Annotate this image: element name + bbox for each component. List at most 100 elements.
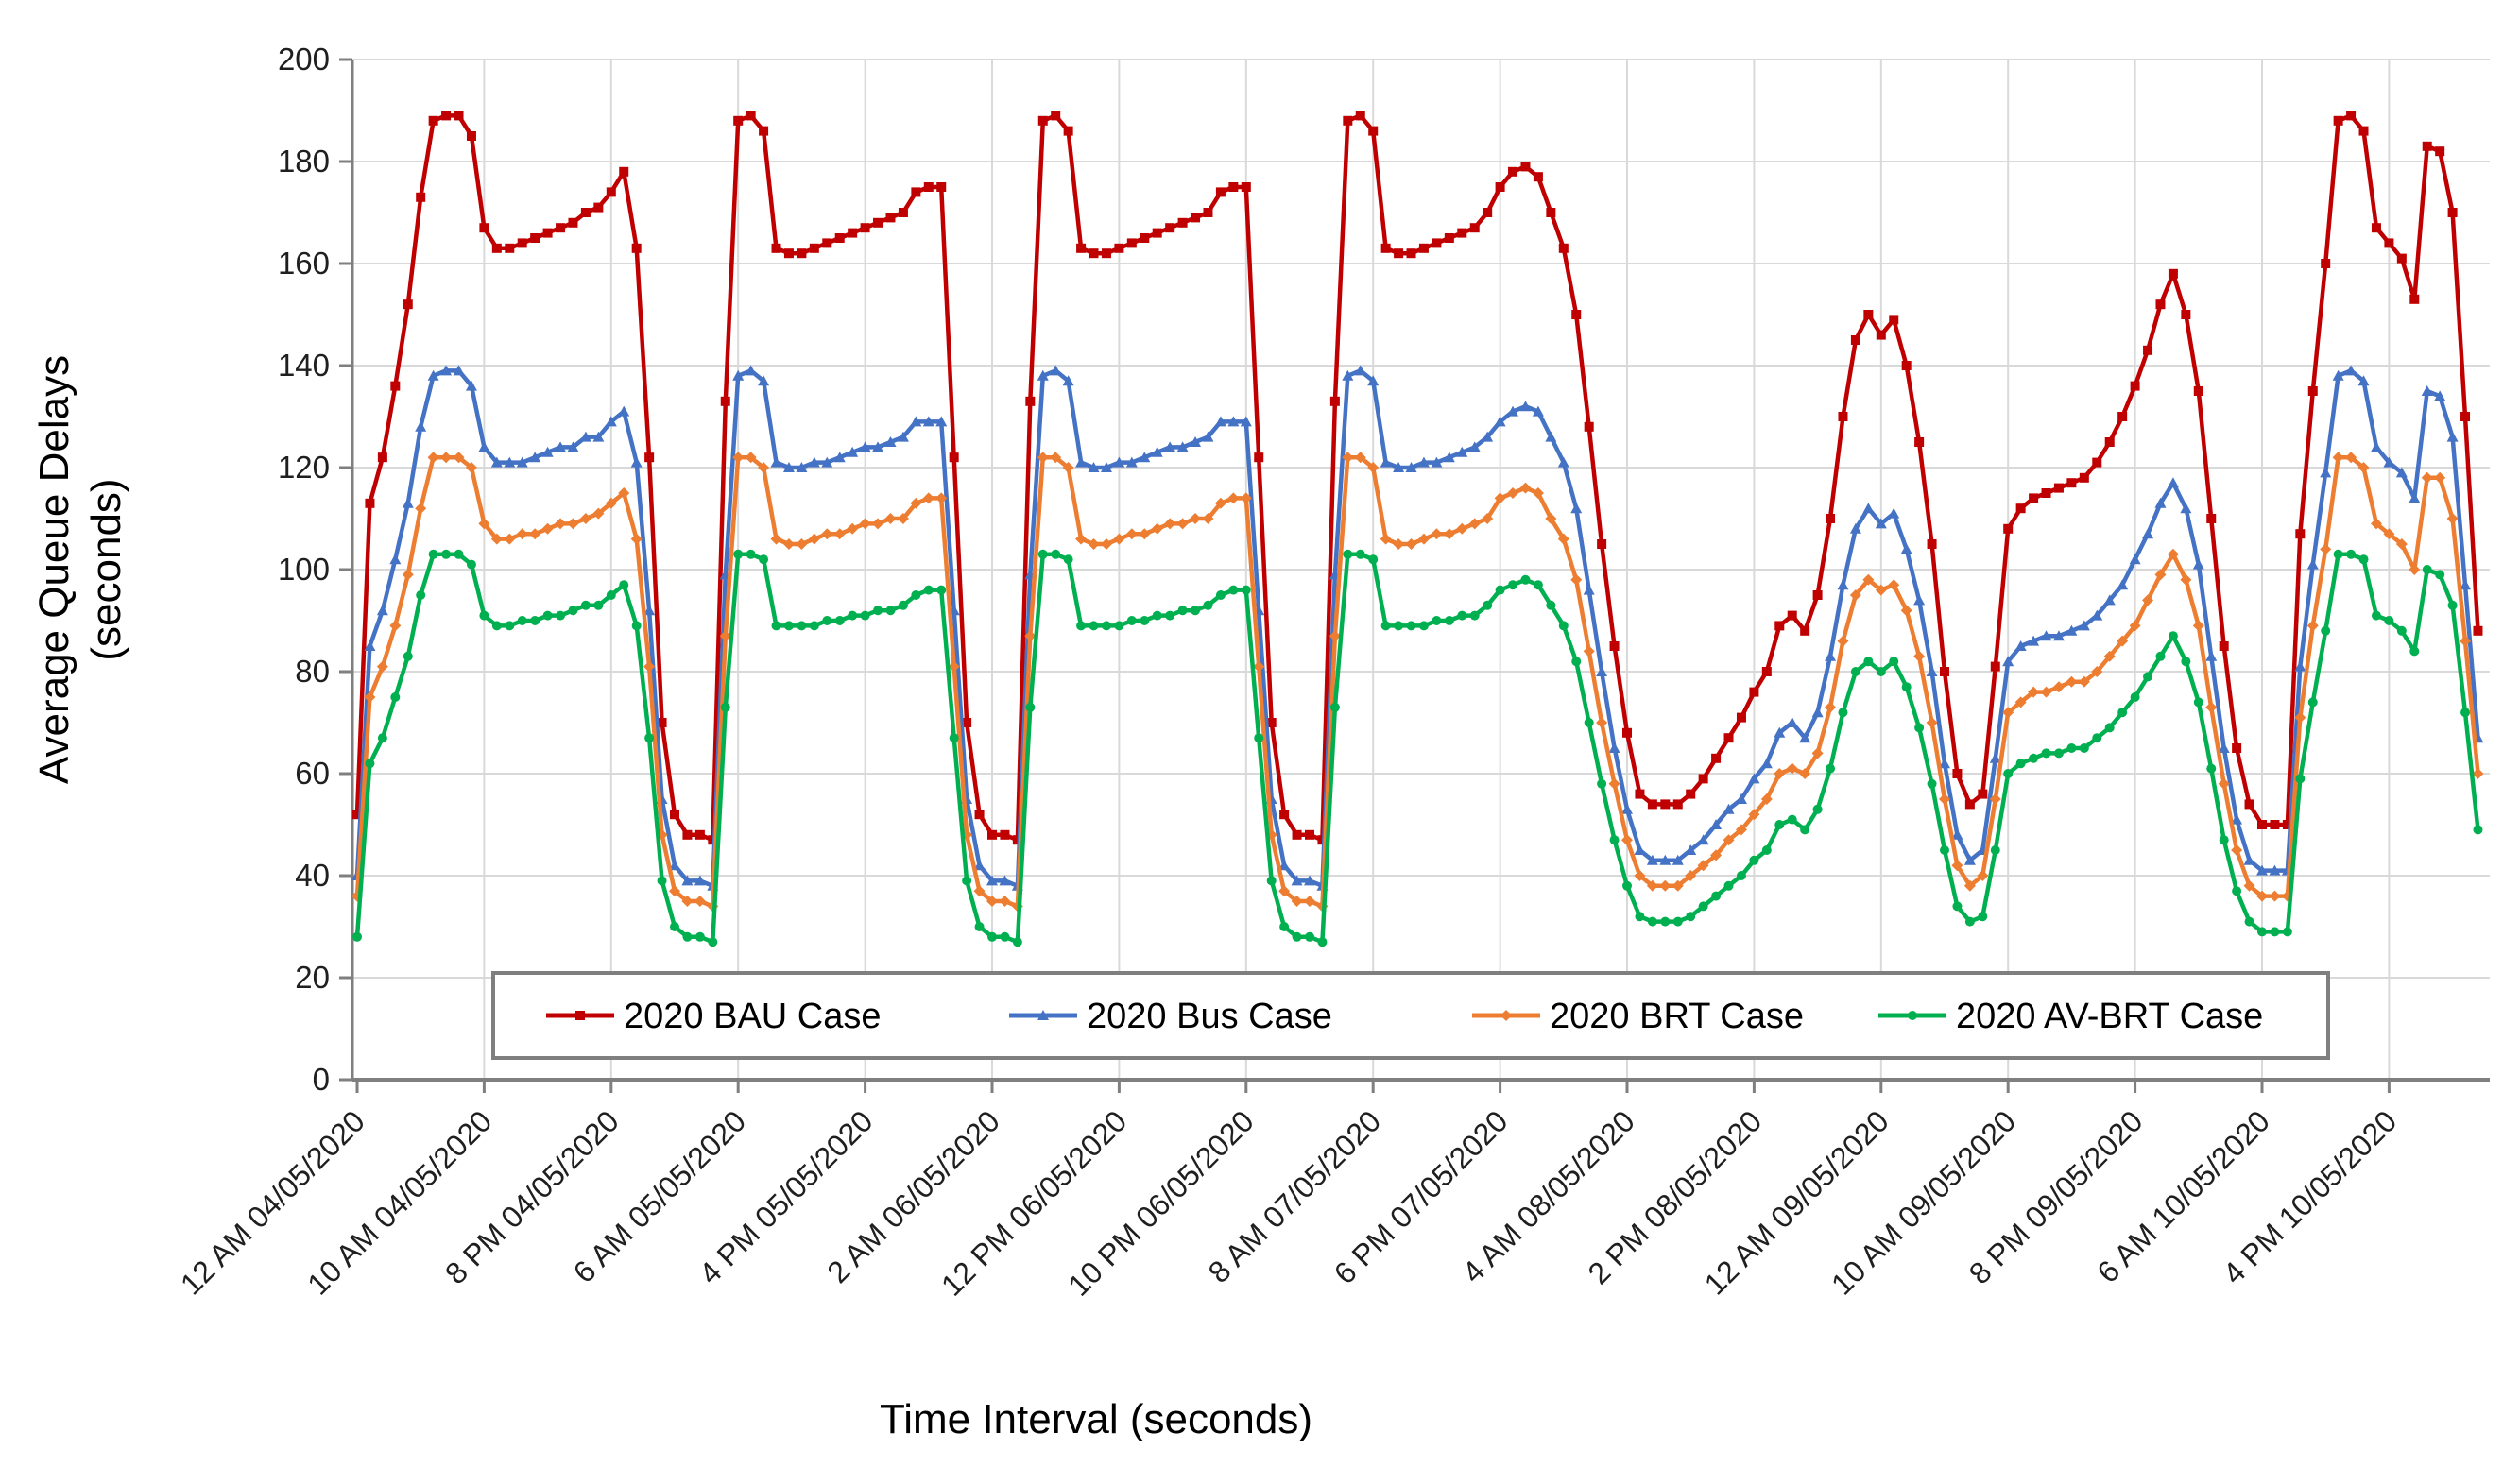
marker-square [530, 233, 540, 243]
marker-square [593, 202, 604, 213]
marker-triangle [935, 416, 948, 427]
marker-diamond [884, 513, 897, 524]
marker-square [797, 248, 807, 259]
marker-circle [1723, 880, 1734, 891]
marker-diamond [555, 518, 567, 530]
marker-square [365, 498, 375, 508]
marker-circle [1978, 912, 1988, 922]
marker-circle [2396, 625, 2407, 636]
marker-square [1089, 248, 1099, 259]
marker-diamond [618, 487, 630, 499]
marker-circle [1876, 667, 1886, 676]
marker-square [352, 810, 362, 820]
marker-circle [1546, 600, 1556, 610]
marker-circle [670, 922, 679, 931]
marker-circle [2029, 753, 2039, 763]
marker-diamond [478, 518, 490, 530]
marker-diamond [1799, 768, 1811, 779]
marker-diamond [630, 533, 643, 545]
marker-square [1990, 661, 2000, 672]
marker-square [1584, 421, 1594, 432]
marker-diamond [1646, 879, 1658, 892]
marker-circle [580, 600, 591, 610]
marker-circle [1711, 891, 1722, 901]
marker-square [783, 248, 794, 259]
marker-triangle [2243, 854, 2255, 865]
marker-diamond [1634, 870, 1646, 881]
marker-circle [1660, 916, 1671, 927]
marker-triangle [1431, 456, 1443, 468]
marker-diamond [1151, 522, 1163, 535]
marker-circle [2219, 835, 2229, 845]
marker-circle [2143, 672, 2153, 682]
marker-diamond [2040, 686, 2052, 698]
marker-square [771, 243, 781, 253]
marker-circle [1126, 616, 1137, 625]
marker-square [568, 217, 578, 228]
marker-circle [2130, 692, 2140, 702]
marker-diamond [1468, 518, 1481, 530]
marker-square [936, 182, 947, 192]
marker-circle [2066, 743, 2077, 753]
marker-square [2219, 641, 2229, 651]
marker-circle [1305, 931, 1314, 942]
marker-circle [2257, 927, 2267, 937]
marker-diamond [1723, 834, 1735, 846]
marker-diamond [1253, 660, 1265, 673]
marker-circle [1558, 621, 1569, 631]
marker-square [657, 718, 667, 727]
marker-square [2015, 503, 2026, 514]
marker-diamond [719, 630, 731, 642]
marker-circle [1927, 778, 1937, 789]
marker-square [1914, 437, 1925, 447]
marker-diamond [592, 507, 605, 520]
marker-square [911, 187, 921, 197]
marker-triangle [389, 554, 402, 565]
marker-square [1800, 625, 1810, 636]
marker-circle [1889, 657, 1899, 667]
marker-square [575, 1011, 585, 1020]
marker-triangle [1037, 369, 1049, 381]
marker-diamond [1113, 533, 1125, 545]
marker-triangle [2256, 864, 2268, 876]
marker-diamond [833, 528, 846, 540]
marker-triangle [1646, 854, 1658, 865]
marker-circle [542, 610, 553, 621]
marker-triangle [1075, 456, 1088, 468]
marker-diamond [2306, 620, 2319, 632]
marker-square [1279, 810, 1290, 820]
marker-square [898, 208, 908, 217]
marker-square [1533, 172, 1543, 182]
marker-triangle [745, 365, 757, 376]
marker-square [720, 396, 730, 406]
marker-circle [1292, 931, 1302, 942]
marker-circle [2333, 549, 2343, 559]
y-tick-label: 60 [295, 756, 330, 791]
marker-circle [2460, 708, 2471, 718]
marker-diamond [1825, 701, 1837, 713]
marker-square [1355, 111, 1365, 121]
marker-triangle [2002, 656, 2014, 667]
marker-square [1571, 310, 1582, 319]
marker-diamond [758, 462, 770, 473]
marker-diamond [389, 620, 402, 632]
marker-square [1597, 539, 1607, 549]
marker-square [1025, 396, 1036, 406]
marker-circle [1317, 937, 1328, 947]
marker-triangle [770, 456, 782, 468]
marker-circle [466, 559, 476, 570]
marker-triangle [1811, 707, 1824, 718]
marker-triangle [1202, 431, 1214, 442]
marker-diamond [1963, 879, 1976, 892]
marker-square [606, 187, 616, 197]
marker-circle [1826, 763, 1836, 774]
marker-triangle [859, 441, 871, 452]
marker-square [1889, 315, 1899, 325]
marker-diamond [1417, 533, 1430, 545]
marker-triangle [2205, 650, 2218, 661]
marker-square [2447, 208, 2458, 217]
marker-square [1418, 243, 1429, 253]
marker-circle [644, 733, 655, 743]
marker-circle [1177, 606, 1188, 616]
marker-square [1126, 238, 1137, 248]
